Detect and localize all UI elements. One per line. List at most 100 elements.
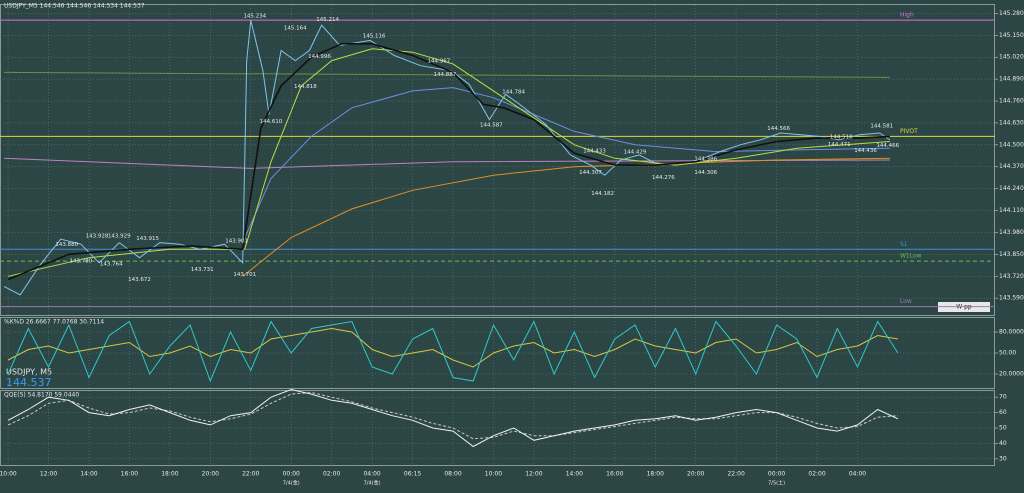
price-annotation: 143.780 xyxy=(70,259,93,265)
series-line xyxy=(7,327,898,368)
series-line xyxy=(7,391,898,440)
y-tick-label: 70 xyxy=(999,394,1007,401)
y-tick-label: 143.590 xyxy=(999,295,1024,302)
price-annotation: 143.880 xyxy=(55,242,78,248)
x-tick-label: 02:00 xyxy=(808,471,825,478)
price-annotation: 144.433 xyxy=(583,149,606,155)
x-tick-label: 20:00 xyxy=(687,471,704,478)
price-annotation: 143.929 xyxy=(108,234,131,240)
y-tick-label: 144.370 xyxy=(999,163,1024,170)
price-annotation: 144.436 xyxy=(854,148,877,154)
last-price: 144.537 xyxy=(6,376,52,389)
price-annotation: 144.307 xyxy=(579,170,602,176)
x-tick-label: 16:00 xyxy=(606,471,623,478)
y-tick-label: 145.150 xyxy=(999,32,1024,39)
level-label: W1Low xyxy=(900,253,922,260)
y-tick-label: 143.850 xyxy=(999,251,1024,258)
price-annotation: 144.967 xyxy=(427,59,450,65)
x-tick-label: 02:00 xyxy=(323,471,340,478)
price-annotation: 144.276 xyxy=(652,175,675,181)
price-annotation: 145.164 xyxy=(284,25,307,31)
price-annotation: 143.731 xyxy=(191,267,214,273)
qqe-title: QQE(5) 54.8170 59.0440 xyxy=(4,392,79,399)
series-line xyxy=(3,20,891,296)
series-line xyxy=(242,87,890,243)
y-tick-label: 144.890 xyxy=(999,76,1024,83)
price-annotation: 144.818 xyxy=(294,84,317,90)
price-panel xyxy=(0,4,995,316)
y-tick-label: 144.110 xyxy=(999,207,1024,214)
chart-title: USDJPY_M5 144.546 144.546 144.534 144.53… xyxy=(4,3,145,10)
level-label: High xyxy=(900,12,914,19)
price-annotation: 144.587 xyxy=(480,123,503,129)
y-tick-label: 143.720 xyxy=(999,273,1024,280)
price-annotation: 144.182 xyxy=(591,191,614,197)
x-tick-label: 22:00 xyxy=(727,471,744,478)
price-annotation: 144.581 xyxy=(870,124,893,130)
price-annotation: 144.306 xyxy=(694,170,717,176)
price-annotation: 144.610 xyxy=(260,119,283,125)
y-tick-label: 144.240 xyxy=(999,185,1024,192)
x-tick-label: 12:00 xyxy=(525,471,542,478)
y-tick-label: 60 xyxy=(999,409,1007,416)
y-tick-label: 20.0000 xyxy=(999,371,1024,378)
date-label: 7/4(金) xyxy=(283,480,300,487)
price-annotation: 144.784 xyxy=(502,89,525,95)
level-label: PIVOT xyxy=(900,128,918,135)
series-line xyxy=(7,43,890,281)
y-tick-label: 143.980 xyxy=(999,229,1024,236)
price-annotation: 144.466 xyxy=(876,143,899,149)
price-annotation: 143.928 xyxy=(86,234,109,240)
oscillator-title: %K%D 26.6667 77.0768 30.7114 xyxy=(4,319,104,326)
y-tick-label: 40 xyxy=(999,440,1007,447)
y-tick-label: 50 xyxy=(999,425,1007,432)
level-label: S1 xyxy=(900,241,908,248)
x-tick-label: 14:00 xyxy=(80,471,97,478)
x-tick-label: 22:00 xyxy=(242,471,259,478)
x-tick-label: 10:00 xyxy=(0,471,17,478)
date-label: 7/4(金) xyxy=(364,480,381,487)
y-tick-label: 145.020 xyxy=(999,54,1024,61)
price-annotation: 145.116 xyxy=(363,34,386,40)
date-label: 7/5(土) xyxy=(768,480,785,487)
x-tick-label: 16:00 xyxy=(121,471,138,478)
y-tick-label: 30 xyxy=(999,455,1007,462)
price-annotation: 145.214 xyxy=(316,17,339,23)
symbol: USDJPY, M5 xyxy=(6,368,52,377)
price-annotation: 144.566 xyxy=(767,126,790,132)
x-tick-label: 04:00 xyxy=(363,471,380,478)
x-tick-label: 14:00 xyxy=(566,471,583,478)
y-tick-label: 144.760 xyxy=(999,98,1024,105)
price-annotation: 144.386 xyxy=(694,157,717,163)
level-label: Low xyxy=(900,298,912,305)
x-tick-label: 20:00 xyxy=(202,471,219,478)
x-tick-label: 18:00 xyxy=(647,471,664,478)
price-annotation: 143.701 xyxy=(233,272,256,278)
x-tick-label: 00:00 xyxy=(283,471,300,478)
series-line xyxy=(3,157,890,169)
x-tick-label: 12:00 xyxy=(40,471,57,478)
x-tick-label: 04:00 xyxy=(849,471,866,478)
price-annotation: 143.901 xyxy=(225,238,248,244)
price-annotation: 144.518 xyxy=(830,134,853,140)
x-tick-label: 18:00 xyxy=(161,471,178,478)
y-tick-label: 145.280 xyxy=(999,10,1024,17)
series-line xyxy=(3,71,890,78)
y-tick-label: 144.500 xyxy=(999,141,1024,148)
price-annotation: 144.996 xyxy=(308,54,331,60)
series-line xyxy=(7,388,899,448)
y-tick-label: 144.630 xyxy=(999,119,1024,126)
y-tick-label: 50.00 xyxy=(999,350,1016,357)
x-tick-label: 06:15 xyxy=(404,471,421,478)
price-annotation: 143.915 xyxy=(136,236,159,242)
price-annotation: 143.672 xyxy=(128,277,151,283)
x-tick-label: 00:00 xyxy=(768,471,785,478)
price-annotation: 145.234 xyxy=(243,14,266,20)
series-line xyxy=(242,157,890,277)
price-annotation: 143.764 xyxy=(100,261,123,267)
price-annotation: 144.471 xyxy=(828,142,851,148)
price-annotation: 144.429 xyxy=(624,149,647,155)
series-line xyxy=(7,320,899,383)
